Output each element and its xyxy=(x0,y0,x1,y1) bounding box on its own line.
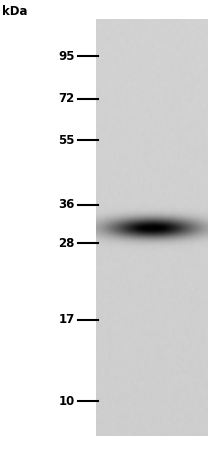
Bar xyxy=(0,0,96,450)
Text: 36: 36 xyxy=(58,198,75,211)
Text: 17: 17 xyxy=(59,314,75,326)
Text: 95: 95 xyxy=(58,50,75,63)
Text: 55: 55 xyxy=(58,134,75,147)
Text: 10: 10 xyxy=(59,395,75,408)
Text: kDa: kDa xyxy=(2,5,28,18)
Text: 28: 28 xyxy=(58,237,75,250)
Text: 72: 72 xyxy=(59,92,75,105)
